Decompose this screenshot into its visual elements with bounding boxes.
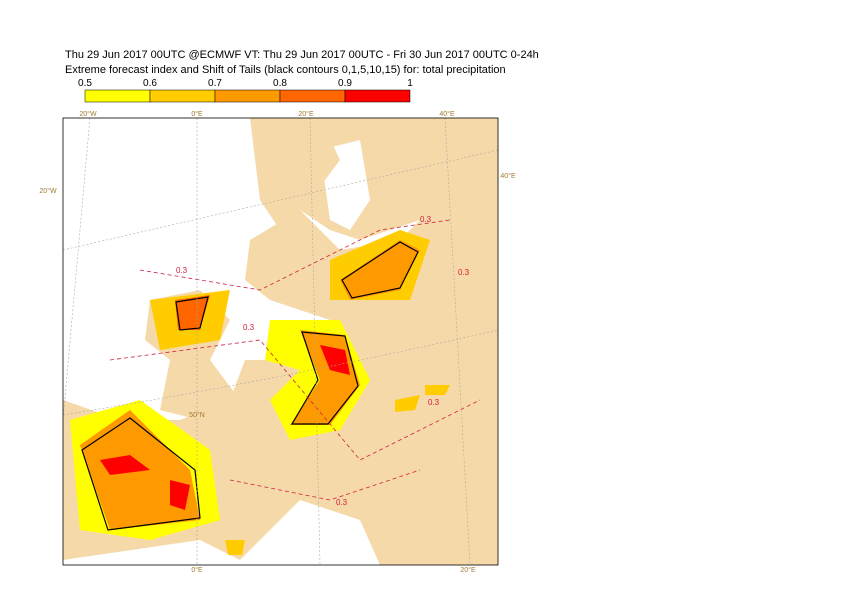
contour-label: 0.3 [420, 215, 432, 224]
graticule-label: 20°E [460, 566, 476, 574]
graticule-label: 0°E [191, 110, 203, 118]
colorbar-label: 0.6 [143, 78, 157, 89]
contour-label: 0.3 [336, 498, 348, 507]
contour-label: 0.3 [243, 323, 255, 332]
colorbar-label: 0.5 [78, 78, 92, 89]
colorbar: 0.5 0.6 0.7 0.8 0.9 1 [78, 78, 413, 103]
precipitation [70, 230, 450, 555]
graticule-label: 40°E [500, 172, 516, 180]
contours [81, 241, 419, 531]
graticule-label: 0°E [191, 566, 203, 574]
colorbar-segment [279, 89, 346, 103]
colorbar-label: 0.9 [338, 78, 352, 89]
title-line2: Extreme forecast index and Shift of Tail… [65, 64, 506, 76]
graticule-label: 20°E [298, 110, 314, 118]
title-line1: Thu 29 Jun 2017 00UTC @ECMWF VT: Thu 29 … [65, 49, 539, 61]
contour-label: 0.3 [458, 268, 470, 277]
colorbar-label: 0.8 [273, 78, 287, 89]
graticule-label: 50°N [189, 411, 205, 419]
colorbar-segment [214, 89, 281, 103]
contour-label: 0.3 [428, 398, 440, 407]
contour-label: 0.3 [176, 266, 188, 275]
land [250, 118, 340, 230]
colorbar-label: 1 [407, 78, 413, 89]
contours-red [109, 219, 481, 501]
colorbar-segment [149, 89, 216, 103]
graticule-label: 20°W [39, 187, 57, 195]
sea [63, 500, 380, 565]
colorbar-segment [344, 89, 411, 103]
colorbar-segment [84, 89, 151, 103]
graticule-label: 20°W [79, 110, 97, 118]
map-frame [62, 117, 499, 566]
map: 50°N 0.3 0.3 0.3 0.3 0.3 0.3 [63, 118, 498, 565]
graticule-label: 40°E [439, 110, 455, 118]
graticule [63, 118, 498, 565]
colorbar-label: 0.7 [208, 78, 222, 89]
